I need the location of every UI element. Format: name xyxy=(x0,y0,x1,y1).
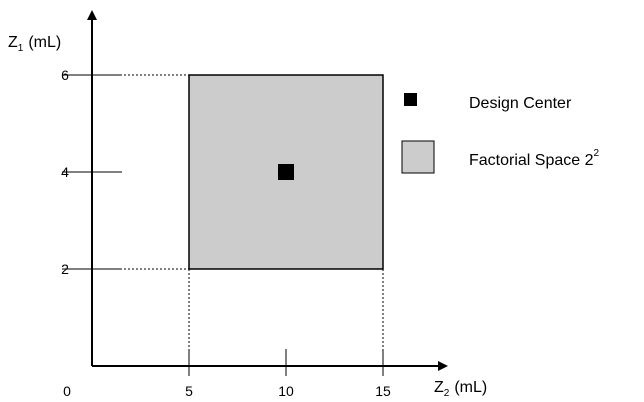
legend-factorial-space-superscript: 2 xyxy=(594,148,600,159)
y-axis-title-main: Z xyxy=(8,34,18,51)
x-tick-label-1: 10 xyxy=(278,383,294,399)
x-axis-title-unit: (mL) xyxy=(454,379,487,396)
legend-design-center-label: Design Center xyxy=(469,95,572,112)
tick-labels: 2 4 6 5 10 15 xyxy=(61,67,391,399)
y-axis-title-unit: (mL) xyxy=(28,34,61,51)
legend-factorial-space-marker xyxy=(401,140,435,174)
axis-ticks xyxy=(62,74,384,376)
x-tick-label-0: 5 xyxy=(185,383,193,399)
y-axis-title-subscript: 1 xyxy=(18,43,24,54)
y-axis-title: Z1 (mL) xyxy=(8,34,61,54)
y-tick-label-0: 2 xyxy=(61,261,69,277)
y-tick-label-2: 6 xyxy=(61,67,69,83)
design-center-point xyxy=(278,164,294,180)
x-axis-title-subscript: 2 xyxy=(444,388,450,399)
legend-factorial-space-label: Factorial Space 22 xyxy=(469,148,600,169)
x-origin-tick-label: 0 xyxy=(63,383,71,399)
legend-design-center-marker xyxy=(404,93,417,106)
legend-factorial-space-label-main: Factorial Space 2 xyxy=(469,152,594,169)
x-axis-title: Z2 (mL) xyxy=(434,379,487,399)
x-tick-label-2: 15 xyxy=(375,383,391,399)
y-tick-label-1: 4 xyxy=(61,164,69,180)
legend: Design Center Factorial Space 22 xyxy=(401,93,600,174)
x-axis-title-main: Z xyxy=(434,379,444,396)
